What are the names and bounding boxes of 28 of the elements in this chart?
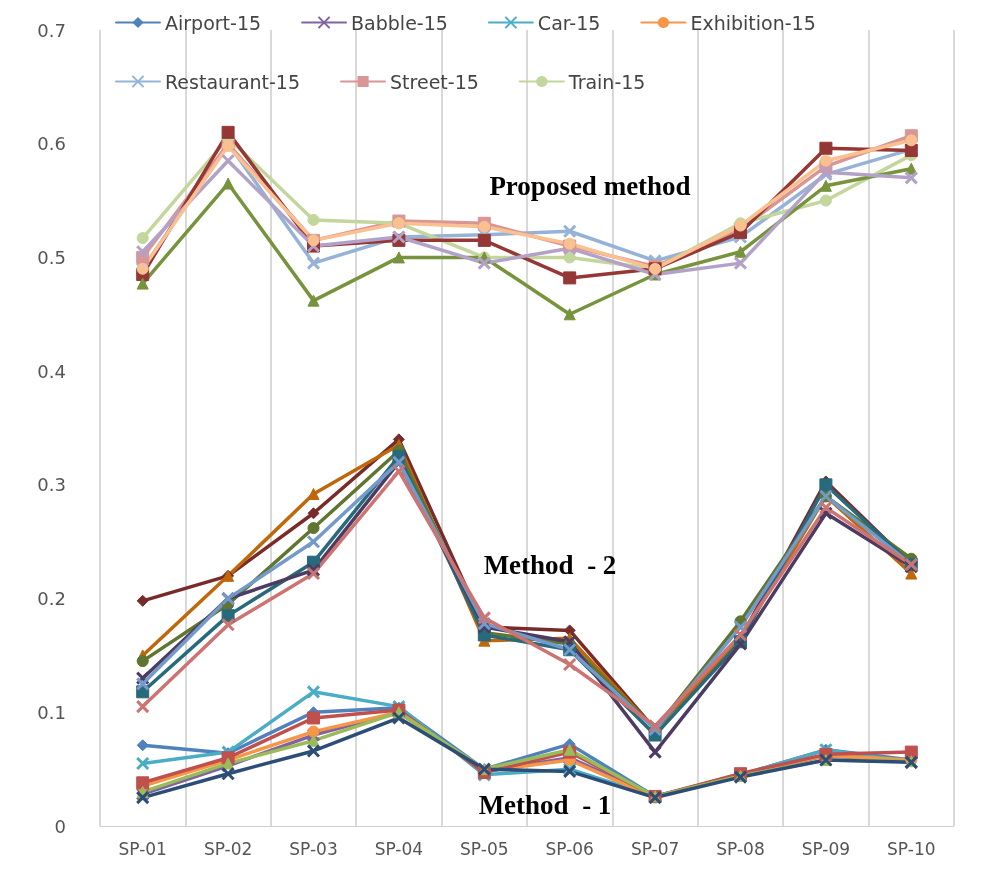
- x-tick-label: SP-02: [203, 838, 253, 859]
- legend-label: Babble-15: [351, 11, 448, 34]
- x-tick-label: SP-03: [289, 838, 338, 859]
- x-tick-label: SP-05: [460, 838, 509, 859]
- x-tick-label: SP-07: [630, 838, 680, 859]
- legend-label: Exhibition-15: [690, 11, 816, 34]
- legend-label: Airport-15: [165, 11, 262, 34]
- x-tick-label: SP-01: [118, 838, 167, 859]
- y-tick-label: 0.2: [37, 588, 66, 610]
- y-tick-label: 0.1: [37, 701, 66, 723]
- y-tick-label: 0.3: [37, 474, 66, 496]
- x-tick-label: SP-10: [887, 838, 936, 859]
- x-tick-label: SP-08: [716, 838, 765, 859]
- y-tick-label: 0.5: [37, 246, 66, 268]
- y-tick-label: 0: [54, 815, 66, 837]
- x-tick-label: SP-04: [374, 838, 424, 859]
- x-tick-label: SP-09: [801, 838, 851, 859]
- legend-label: Restaurant-15: [165, 70, 301, 93]
- y-tick-label: 0.7: [37, 19, 66, 41]
- y-tick-label: 0.6: [37, 133, 66, 155]
- annotation: Proposed method: [489, 171, 691, 201]
- legend-label: Street-15: [390, 70, 479, 93]
- x-tick-label: SP-06: [545, 838, 594, 859]
- annotation: Method - 2: [483, 550, 617, 580]
- legend-label: Train-15: [567, 70, 646, 93]
- y-tick-label: 0.4: [37, 360, 66, 382]
- legend-label: Car-15: [537, 11, 601, 34]
- annotation: Method - 1: [478, 790, 612, 820]
